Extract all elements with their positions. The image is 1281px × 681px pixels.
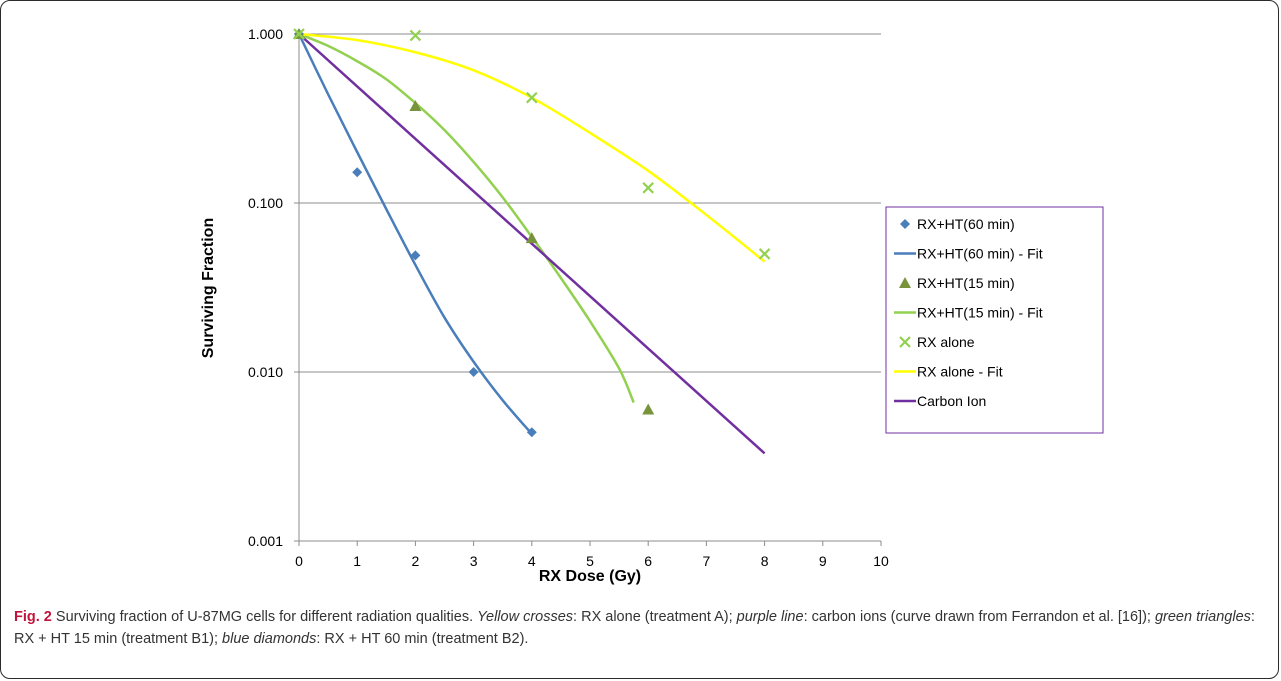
y-tick-label-2: 0.010	[248, 364, 283, 380]
series-0-point-2	[410, 250, 421, 261]
caption-fig-label: Fig. 2	[14, 609, 52, 625]
legend-entry-2-swatch	[899, 277, 911, 288]
axes: 1.000 0.100 0.010 0.001 0 1 2 3 4 5 6 7 8 9 10	[248, 26, 889, 569]
legend-box	[885, 206, 1104, 434]
series-4-point-4	[758, 248, 771, 260]
series-4-point-0-stroke-b	[293, 28, 305, 40]
gridlines	[299, 33, 881, 373]
legend-entry-1-label: RX+HT(60 min) - Fit	[917, 246, 1043, 262]
series-0-point-3	[468, 367, 479, 377]
surviving-fraction-chart: 1.000 0.100 0.010 0.001 0 1 2 3 4 5 6 7 8 9 10 Survivi…	[200, 26, 1104, 585]
series-4-point-3	[642, 182, 654, 194]
legend-entry-4-swatch-stroke-b	[899, 336, 911, 348]
x-tick-label-6: 6	[644, 553, 652, 569]
series-3-line	[298, 32, 635, 403]
caption-lead: Surviving fraction of U-87MG cells for d…	[51, 609, 478, 625]
series-0-point-4	[526, 427, 537, 438]
x-tick-label-9: 9	[819, 553, 827, 569]
x-tick-label-0: 0	[295, 553, 303, 569]
y-tick-label-0: 1.000	[248, 26, 283, 42]
series-2-point-2	[525, 232, 538, 244]
legend: RX+HT(60 min) RX+HT(60 min) - Fit RX+HT(15…	[885, 206, 1104, 434]
data-series	[293, 28, 771, 455]
x-tick-label-2: 2	[412, 553, 420, 569]
x-tick-label-7: 7	[703, 553, 711, 569]
series-4-point-1-stroke-b	[409, 29, 422, 42]
x-tick-label-5: 5	[586, 553, 594, 569]
series-4-point-2	[526, 91, 538, 104]
legend-entry-3-label: RX+HT(15 min) - Fit	[917, 305, 1043, 321]
legend-entry-0-swatch	[900, 219, 910, 229]
x-axis-title: RX Dose (Gy)	[539, 568, 641, 585]
series-4-point-2-stroke-b	[526, 91, 538, 104]
legend-entry-4-swatch	[899, 336, 911, 348]
legend-entry-0-label: RX+HT(60 min)	[917, 216, 1015, 232]
caption-purple-label: purple line	[736, 609, 804, 625]
series-4-point-4-stroke-b	[758, 248, 771, 260]
series-4-point-1	[409, 29, 422, 42]
x-tick-label-1: 1	[353, 553, 361, 569]
caption-green-label: green triangles	[1154, 609, 1251, 625]
series-2-point-1	[409, 99, 422, 111]
series-2-point-3	[642, 403, 655, 415]
caption-yellow-text: : RX alone (treatment A);	[573, 609, 737, 625]
caption-purple-text: : carbon ions (curve drawn from Ferrando…	[803, 609, 1155, 625]
series-4-point-3-stroke-b	[642, 182, 654, 194]
x-tick-label-8: 8	[761, 553, 769, 569]
y-tick-label-3: 0.001	[248, 533, 283, 549]
legend-entry-5-label: RX alone - Fit	[917, 364, 1003, 380]
legend-entry-4-label: RX alone	[917, 334, 975, 350]
caption-green-text: : RX + HT 15 min (treatment B1);	[14, 609, 1255, 647]
x-tick-label-10: 10	[873, 553, 889, 569]
legend-entry-6-label: Carbon Ion	[917, 393, 986, 409]
series-1-line	[297, 33, 533, 435]
caption-blue-text: : RX + HT 60 min (treatment B2).	[316, 631, 529, 647]
caption-blue-label: blue diamonds	[222, 631, 317, 647]
y-tick-label-1: 0.100	[248, 195, 283, 211]
x-tick-label-3: 3	[470, 553, 478, 569]
x-tick-label-4: 4	[528, 553, 536, 569]
caption-yellow-label: Yellow crosses	[477, 609, 574, 625]
figure-caption: Fig. 2 Surviving fraction of U-87MG cell…	[14, 606, 1264, 650]
y-axis-title: Surviving Fraction	[200, 218, 217, 358]
legend-entry-2-label: RX+HT(15 min)	[917, 275, 1015, 291]
series-4-point-0	[293, 28, 305, 40]
series-0-point-1	[352, 167, 363, 178]
series-6-line	[298, 33, 766, 455]
